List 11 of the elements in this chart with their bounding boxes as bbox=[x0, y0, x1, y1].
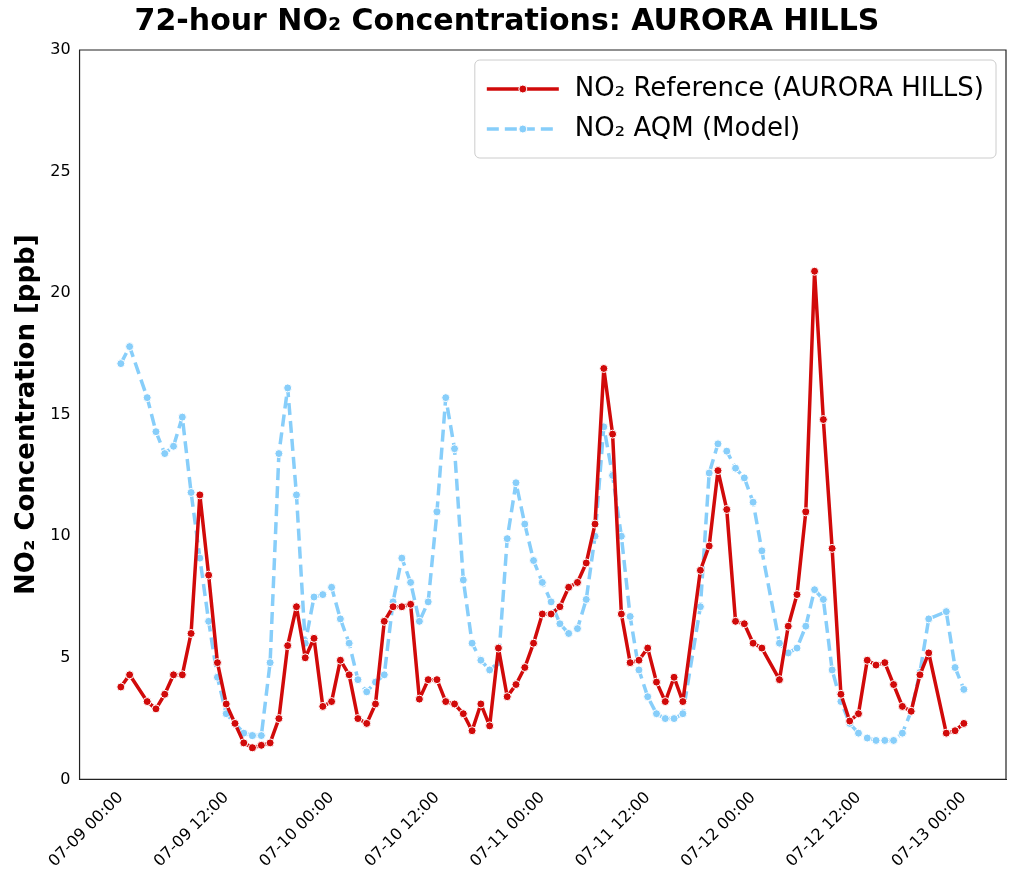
chart-title: 72-hour NO₂ Concentrations: AURORA HILLS bbox=[134, 1, 880, 37]
y-axis-title: NO₂ Concentration [ppb] bbox=[10, 234, 41, 595]
y-tick-label: 20 bbox=[50, 282, 71, 302]
y-tick-label: 15 bbox=[50, 403, 71, 423]
y-tick-label: 25 bbox=[50, 160, 71, 180]
y-tick-label: 5 bbox=[60, 646, 71, 666]
y-tick-label: 30 bbox=[50, 39, 71, 59]
y-tick-label: 10 bbox=[50, 525, 71, 545]
y-tick-label: 0 bbox=[60, 768, 71, 788]
legend-label: NO₂ Reference (AURORA HILLS) bbox=[574, 71, 984, 102]
legend-label: NO₂ AQM (Model) bbox=[574, 111, 801, 142]
